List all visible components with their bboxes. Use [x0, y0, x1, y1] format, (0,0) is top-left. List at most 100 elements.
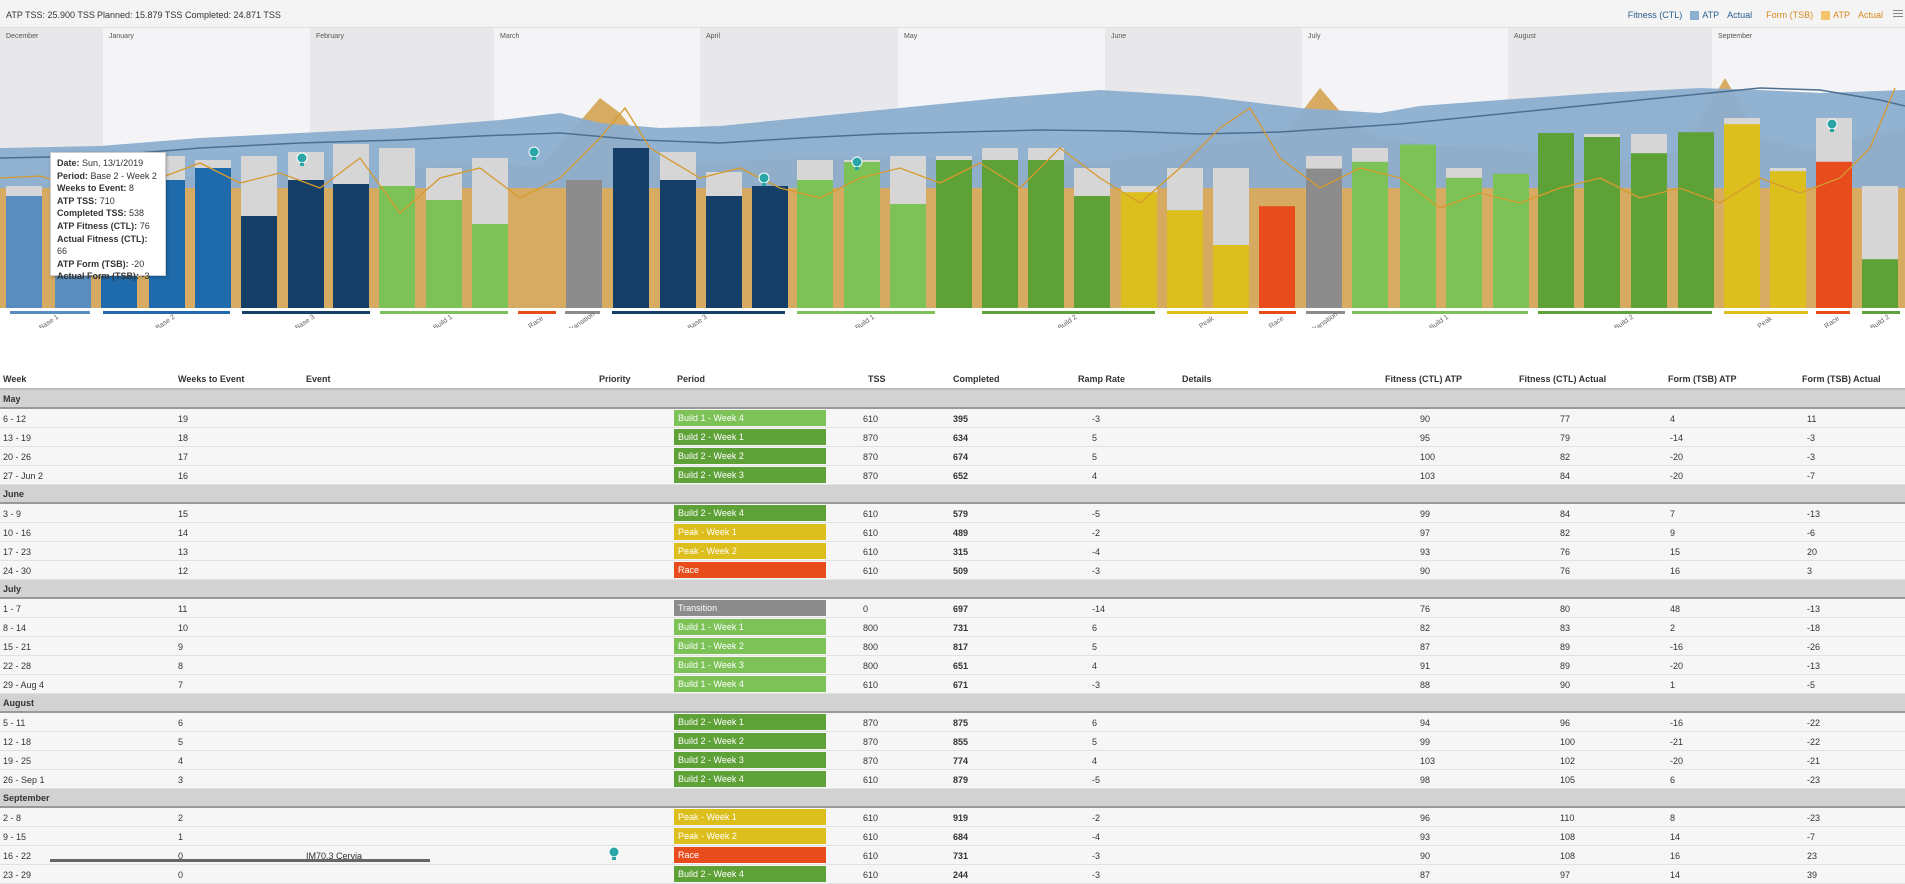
col-weeks-to-event[interactable]: Weeks to Event: [178, 374, 245, 384]
cell-fitness-atp: 87: [1420, 870, 1431, 880]
table-row[interactable]: 6 - 12 19 610 395 -3 90 77 4 11 Build 1 - Week 4: [0, 409, 1905, 428]
legend-form-atp[interactable]: ATP: [1821, 10, 1850, 20]
legend-form-actual[interactable]: Actual: [1857, 10, 1883, 20]
legend-fitness[interactable]: Fitness (CTL): [1627, 10, 1683, 20]
cell-completed: 671: [953, 680, 969, 690]
col-fitness-actual[interactable]: Fitness (CTL) Actual: [1519, 374, 1607, 384]
col-event[interactable]: Event: [306, 374, 331, 384]
period-badge[interactable]: Race: [674, 847, 826, 863]
cell-weeks-to-event: 13: [178, 547, 189, 557]
cell-fitness-atp: 95: [1420, 433, 1431, 443]
completed-bar: [1538, 133, 1574, 308]
table-row[interactable]: 23 - 29 0 610 244 -3 87 97 14 39 Build 2 - Week 4: [0, 865, 1905, 884]
trophy-icon-circle: [296, 152, 308, 164]
table-row[interactable]: 10 - 16 14 610 489 -2 97 82 9 -6 Peak - Week 1: [0, 523, 1905, 542]
legend-form[interactable]: Form (TSB): [1766, 10, 1814, 20]
period-badge[interactable]: Transition: [674, 600, 826, 616]
legend-fitness-actual[interactable]: Actual: [1727, 10, 1753, 20]
completed-bar: [333, 184, 369, 308]
col-completed[interactable]: Completed: [953, 374, 1000, 384]
cell-weeks-to-event: 9: [178, 642, 184, 652]
cell-fitness-atp: 98: [1420, 775, 1431, 785]
period-badge[interactable]: Build 2 - Week 4: [674, 771, 826, 787]
period-badge[interactable]: Build 1 - Week 1: [674, 619, 826, 635]
period-badge[interactable]: Build 2 - Week 1: [674, 429, 826, 445]
period-badge[interactable]: Build 1 - Week 4: [674, 676, 826, 692]
table-row[interactable]: 3 - 9 15 610 579 -5 99 84 7 -13 Build 2 - Week 4: [0, 504, 1905, 523]
scrollbar-thumb[interactable]: [50, 859, 430, 862]
cell-weeks-to-event: 18: [178, 433, 189, 443]
col-week[interactable]: Week: [3, 374, 27, 384]
table-row[interactable]: 17 - 23 13 610 315 -4 93 76 15 20 Peak - Week 2: [0, 542, 1905, 561]
table-row[interactable]: 20 - 26 17 870 674 5 100 82 -20 -3 Build 2 - Week…: [0, 447, 1905, 466]
cell-form-atp: -20: [1670, 471, 1684, 481]
completed-bar: [566, 180, 602, 308]
period-badge[interactable]: Build 2 - Week 3: [674, 752, 826, 768]
table-row[interactable]: 29 - Aug 4 7 610 671 -3 88 90 1 -5 Build 1 - Week…: [0, 675, 1905, 694]
period-badge[interactable]: Build 1 - Week 2: [674, 638, 826, 654]
completed-bar: [890, 204, 926, 308]
col-details[interactable]: Details: [1182, 374, 1212, 384]
period-badge[interactable]: Peak - Week 2: [674, 828, 826, 844]
period-badge[interactable]: Build 2 - Week 1: [674, 714, 826, 730]
phase-label: Base 1: [38, 314, 60, 328]
period-badge[interactable]: Peak - Week 2: [674, 543, 826, 559]
cell-week: 15 - 21: [3, 642, 32, 652]
period-badge[interactable]: Build 2 - Week 3: [674, 467, 826, 483]
table-row[interactable]: 8 - 14 10 800 731 6 82 83 2 -18 Build 1 - Week 1: [0, 618, 1905, 637]
col-tss[interactable]: TSS: [868, 374, 886, 384]
period-badge[interactable]: Build 1 - Week 3: [674, 657, 826, 673]
month-group-header: May: [0, 390, 1905, 409]
table-row[interactable]: 2 - 8 2 610 919 -2 96 110 8 -23 Peak - Week 1: [0, 808, 1905, 827]
cell-fitness-atp: 100: [1420, 452, 1436, 462]
table-row[interactable]: 12 - 18 5 870 855 5 99 100 -21 -22 Build 2 - Week…: [0, 732, 1905, 751]
completed-bar: [982, 160, 1018, 308]
table-row[interactable]: 5 - 11 6 870 875 6 94 96 -16 -22 Build 2 - Week 1: [0, 713, 1905, 732]
period-badge[interactable]: Peak - Week 1: [674, 524, 826, 540]
cell-form-actual: 20: [1807, 547, 1818, 557]
col-form-atp[interactable]: Form (TSB) ATP: [1668, 374, 1737, 384]
period-badge[interactable]: Peak - Week 1: [674, 809, 826, 825]
table-row[interactable]: 24 - 30 12 610 509 -3 90 76 16 3 Race: [0, 561, 1905, 580]
atp-chart[interactable]: December January February March April May June…: [0, 28, 1905, 328]
month-label: June: [1111, 33, 1126, 40]
period-badge[interactable]: Build 1 - Week 4: [674, 410, 826, 426]
table-row[interactable]: 15 - 21 9 800 817 5 87 89 -16 -26 Build 1 - Week …: [0, 637, 1905, 656]
period-badge[interactable]: Build 2 - Week 2: [674, 448, 826, 464]
col-form-actual[interactable]: Form (TSB) Actual: [1802, 374, 1881, 384]
cell-fitness-actual: 110: [1560, 813, 1575, 823]
cell-form-actual: -13: [1807, 509, 1821, 519]
cell-ramp-rate: 6: [1092, 718, 1098, 728]
cell-completed: 684: [953, 832, 969, 842]
table-row[interactable]: 22 - 28 8 800 651 4 91 89 -20 -13 Build 1 - Week …: [0, 656, 1905, 675]
cell-fitness-atp: 90: [1420, 851, 1431, 861]
cell-ramp-rate: -3: [1092, 566, 1101, 576]
cell-weeks-to-event: 15: [178, 509, 189, 519]
table-row[interactable]: 9 - 15 1 610 684 -4 93 108 14 -7 Peak - Week 2: [0, 827, 1905, 846]
legend-fitness-atp[interactable]: ATP: [1690, 10, 1719, 20]
cell-form-actual: 39: [1807, 870, 1818, 880]
table-row[interactable]: 26 - Sep 1 3 610 879 -5 98 105 6 -23 Build 2 - We…: [0, 770, 1905, 789]
col-priority[interactable]: Priority: [599, 374, 631, 384]
table-row[interactable]: 27 - Jun 2 16 870 652 4 103 84 -20 -7 Build 2 - W…: [0, 466, 1905, 485]
completed-bar: [936, 160, 972, 308]
period-badge[interactable]: Build 2 - Week 2: [674, 733, 826, 749]
cell-week: 26 - Sep 1: [3, 775, 45, 785]
col-ramp-rate[interactable]: Ramp Rate: [1078, 374, 1126, 384]
menu-icon[interactable]: [1893, 8, 1903, 18]
col-fitness-atp[interactable]: Fitness (CTL) ATP: [1385, 374, 1462, 384]
horizontal-scrollbar[interactable]: [0, 859, 1905, 862]
period-badge[interactable]: Build 2 - Week 4: [674, 866, 826, 882]
period-badge[interactable]: Race: [674, 562, 826, 578]
cell-form-actual: -22: [1807, 737, 1821, 747]
month-label: September: [1718, 33, 1753, 40]
tooltip-value: 538: [129, 208, 145, 219]
period-badge[interactable]: Build 2 - Week 4: [674, 505, 826, 521]
table-row[interactable]: 16 - 22 0 IM70.3 Cervia 610 731 -3 90 108 16 23 Ra…: [0, 846, 1905, 865]
table-row[interactable]: 13 - 19 18 870 634 5 95 79 -14 -3 Build 2 - Week …: [0, 428, 1905, 447]
table-row[interactable]: 1 - 7 11 0 697 -14 76 80 48 -13 Transition: [0, 599, 1905, 618]
col-period[interactable]: Period: [677, 374, 706, 384]
cell-ramp-rate: -2: [1092, 528, 1101, 538]
cell-completed: 875: [953, 718, 969, 728]
table-row[interactable]: 19 - 25 4 870 774 4 103 102 -20 -21 Build 2 - Wee…: [0, 751, 1905, 770]
